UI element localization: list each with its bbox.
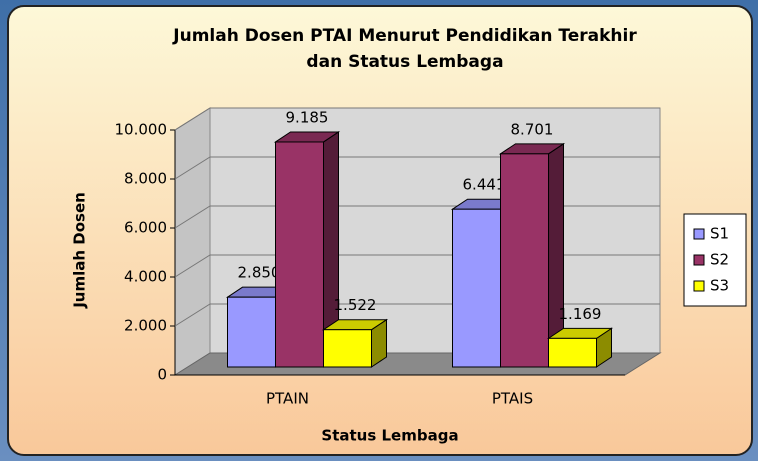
bar: [452, 208, 501, 368]
grid-line: [174, 107, 660, 131]
legend-swatch: [693, 228, 705, 240]
data-label: 6.441: [463, 176, 506, 194]
chart-title: dan Status Lembaga: [306, 52, 503, 72]
legend-swatch: [693, 254, 705, 266]
y-tick-label: 6.000: [124, 219, 167, 237]
x-axis-title: Status Lembaga: [321, 427, 458, 445]
x-tick-label: PTAIS: [492, 390, 533, 408]
data-label: 1.522: [334, 296, 377, 314]
legend-label: S1: [710, 225, 729, 243]
bar: [548, 337, 597, 368]
y-axis-title: Jumlah Dosen: [71, 192, 89, 309]
side-wall: [174, 107, 211, 376]
legend-swatch: [693, 280, 705, 292]
y-tick-label: 4.000: [124, 268, 167, 286]
data-label: 9.185: [286, 108, 329, 126]
data-label: 2.850: [238, 264, 281, 282]
y-tick-label: 8.000: [124, 170, 167, 188]
legend-label: S2: [710, 251, 729, 269]
bar: [227, 296, 276, 368]
x-tick-label: PTAIN: [266, 390, 309, 408]
legend-label: S3: [710, 277, 729, 295]
bar: [275, 141, 324, 368]
y-tick-label: 0: [157, 366, 167, 384]
chart-title: Jumlah Dosen PTAI Menurut Pendidikan Ter…: [172, 26, 637, 46]
data-label: 8.701: [511, 120, 554, 138]
data-label: 1.169: [559, 305, 602, 323]
bar: [323, 329, 372, 368]
y-tick-label: 10.000: [115, 121, 168, 139]
bar: [500, 153, 549, 368]
y-tick-label: 2.000: [124, 317, 167, 335]
